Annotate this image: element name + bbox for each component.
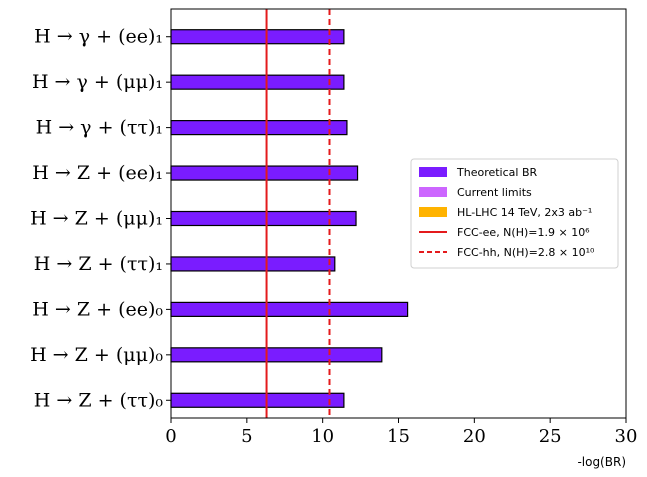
x-tick-label: 30 [615,426,638,447]
bar-9 [170,392,345,408]
bar-5 [170,210,357,227]
legend-swatch [419,207,447,217]
category-label: H → Z + (ττ)₀ [34,389,164,411]
bar-2 [170,74,345,90]
bar-6 [170,256,336,272]
category-label: H → Z + (ee)₀ [32,298,163,320]
category-label: H → Z + (μμ)₀ [30,344,163,366]
legend-swatch [419,167,447,177]
legend-label: FCC-hh, N(H)=2.8 × 10¹⁰ [457,246,595,259]
x-tick-label: 15 [387,426,410,447]
legend-label: Theoretical BR [456,166,537,179]
x-axis-title: -log(BR) [577,455,626,469]
x-tick-label: 10 [311,426,334,447]
category-label: H → γ + (μμ)₁ [32,71,163,93]
bar-8 [170,347,383,363]
x-tick-label: 25 [539,426,562,447]
x-tick-label: 5 [241,426,252,447]
x-tick-label: 0 [165,426,176,447]
x-tick-label: 20 [463,426,486,447]
legend-label: HL-LHC 14 TeV, 2x3 ab⁻¹ [457,206,592,219]
bar-3 [170,120,348,136]
legend-label: Current limits [457,186,532,199]
category-label: H → Z + (ττ)₁ [34,253,163,275]
bar-7 [170,301,409,317]
legend-label: FCC-ee, N(H)=1.9 × 10⁶ [457,226,590,239]
legend-box [410,158,619,269]
bar-1 [170,29,345,45]
category-label: H → γ + (ττ)₁ [36,117,163,139]
category-label: H → Z + (μμ)₁ [30,208,163,230]
category-label: H → Z + (ee)₁ [32,162,163,184]
category-label: H → γ + (ee)₁ [34,26,163,48]
legend-swatch [419,187,447,197]
